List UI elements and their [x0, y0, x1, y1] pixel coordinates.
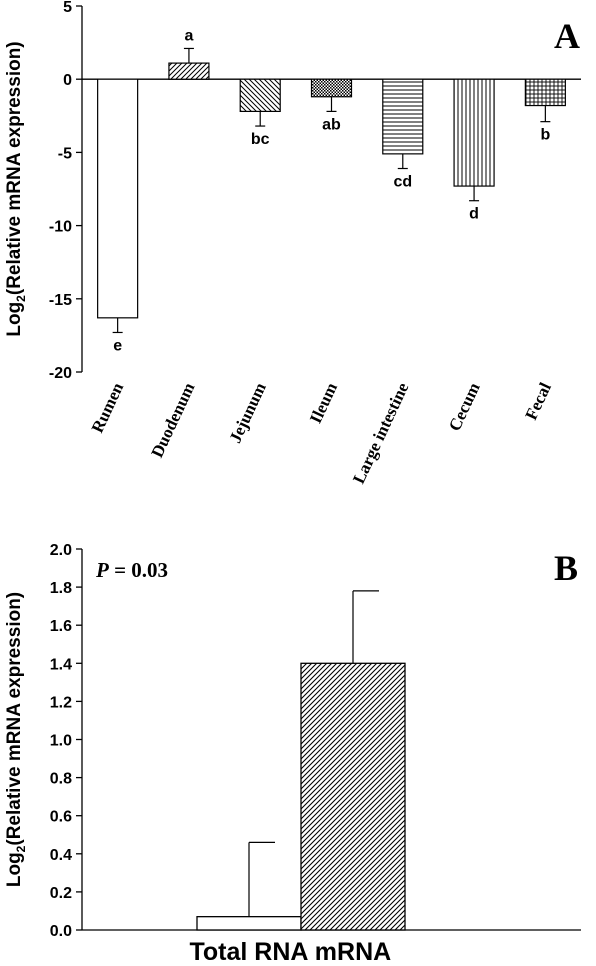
bar — [524, 78, 566, 107]
category-label: Cecum — [445, 380, 484, 434]
category-label: Duodenum — [147, 380, 198, 461]
category-label: Large intestine — [349, 379, 413, 486]
y-axis-label: Log2(Relative mRNA expression) — [4, 41, 28, 336]
bar — [196, 916, 302, 931]
bar — [97, 78, 139, 319]
bar — [239, 78, 281, 113]
significance-label: d — [469, 206, 479, 223]
significance-label: ab — [322, 116, 341, 133]
y-tick-label: -20 — [49, 365, 72, 382]
category-label: Total RNA — [190, 938, 309, 961]
p-value-annotation: P = 0.03 — [95, 558, 168, 582]
significance-label: b — [540, 127, 550, 144]
category-label: Ileum — [306, 380, 341, 427]
y-tick-label: 0.2 — [50, 885, 72, 902]
significance-label: cd — [393, 174, 412, 191]
y-tick-label: 1.4 — [50, 656, 72, 673]
y-tick-label: 0.8 — [50, 771, 72, 788]
panel-letter: A — [554, 16, 580, 56]
y-tick-label: 0.0 — [50, 923, 72, 940]
bar — [168, 62, 210, 80]
bar — [382, 78, 424, 155]
bar — [310, 78, 353, 98]
y-tick-label: 1.6 — [50, 618, 72, 635]
category-label: Fecal — [521, 379, 555, 422]
y-tick-label: 0 — [63, 72, 72, 89]
y-tick-label: -10 — [49, 219, 72, 236]
y-tick-label: 1.2 — [50, 694, 72, 711]
panel-a: 5 0 -5 -10 -15 -20 Log2(Relative mRNA expressi… — [4, 0, 581, 487]
y-tick-label: 0.6 — [50, 809, 72, 826]
y-axis-label: Log2(Relative mRNA expression) — [4, 592, 28, 887]
category-label: mRNA — [315, 938, 391, 961]
significance-label: e — [113, 337, 122, 354]
y-tick-label: 5 — [63, 0, 72, 16]
significance-label: bc — [251, 131, 270, 148]
y-tick-label: 1.0 — [50, 733, 72, 750]
y-tick-label: -15 — [49, 292, 72, 309]
category-label: Rumen — [88, 379, 128, 435]
y-tick-label: -5 — [58, 145, 72, 162]
y-tick-label: 0.4 — [50, 847, 72, 864]
y-tick-label: 1.8 — [50, 580, 72, 597]
category-label: Jejunum — [225, 380, 269, 446]
panel-letter: B — [554, 548, 578, 588]
significance-label: a — [184, 27, 193, 44]
panel-b: 0.0 0.2 0.4 0.6 0.8 1.0 1.2 1.4 1.6 1.8 2.0 Log2(Re… — [4, 542, 581, 966]
bar — [300, 662, 406, 931]
y-tick-label: 2.0 — [50, 542, 72, 559]
bar — [453, 78, 495, 187]
